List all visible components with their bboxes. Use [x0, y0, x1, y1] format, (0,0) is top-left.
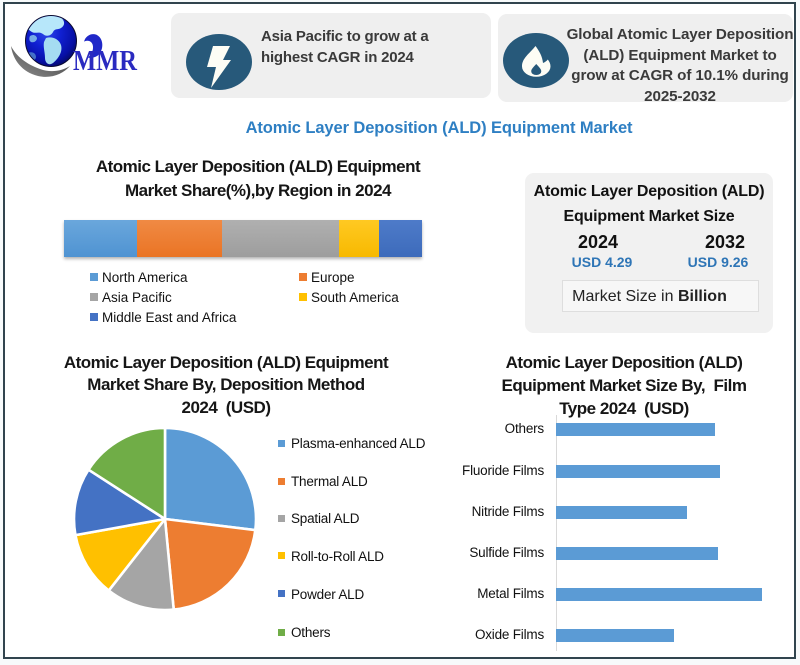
svg-text:MMR: MMR: [73, 45, 138, 77]
